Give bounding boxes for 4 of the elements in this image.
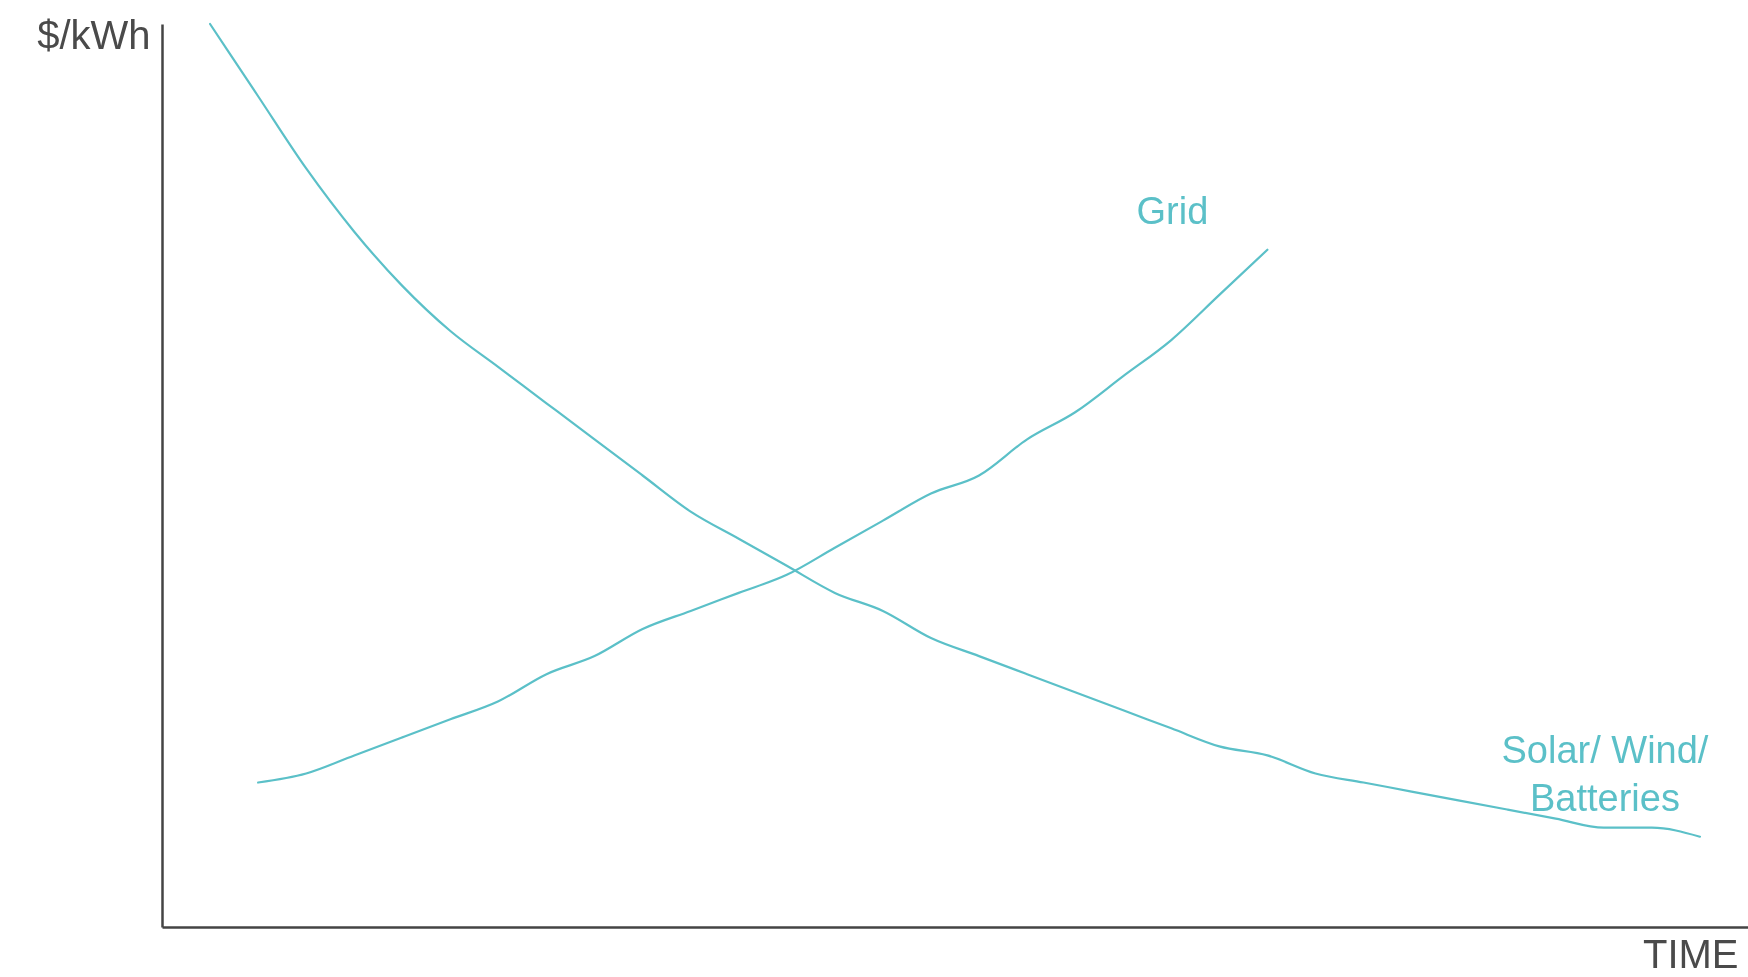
- series-label: Solar/ Wind/ Batteries: [1501, 728, 1709, 819]
- x-axis-title: TIME: [1642, 931, 1739, 976]
- y-axis-title: $/kWh: [37, 12, 151, 57]
- series-label: Grid: [1136, 189, 1209, 232]
